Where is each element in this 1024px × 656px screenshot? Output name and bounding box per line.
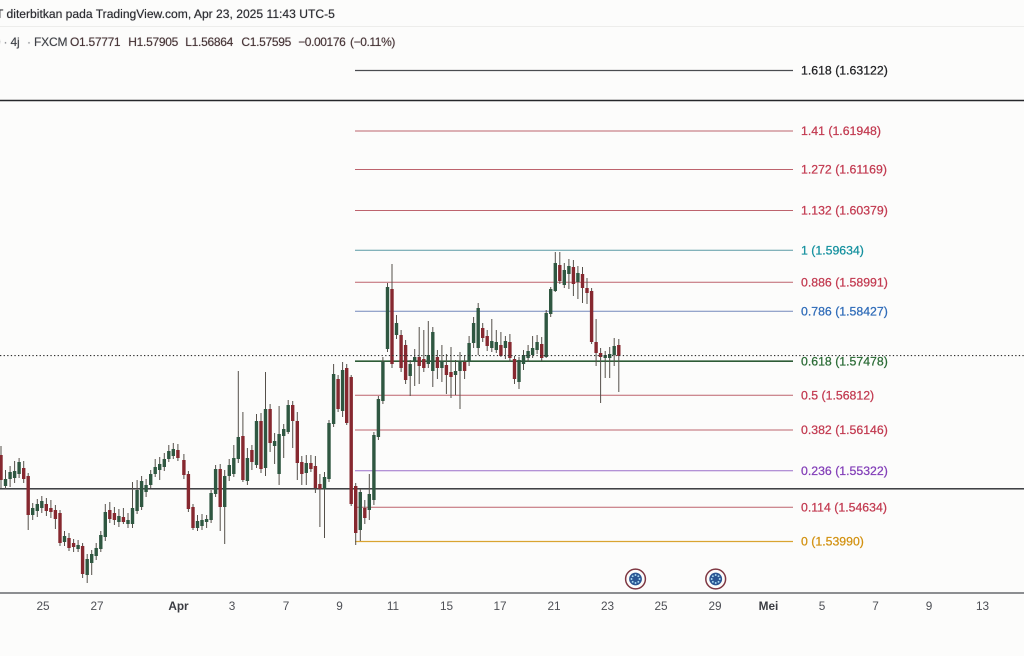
svg-text:7: 7 bbox=[872, 599, 879, 613]
svg-text:3: 3 bbox=[229, 599, 236, 613]
svg-text:1.272 (1.61169): 1.272 (1.61169) bbox=[801, 163, 887, 177]
svg-text:Apr: Apr bbox=[168, 599, 189, 613]
svg-text:25: 25 bbox=[654, 599, 668, 613]
svg-text:1 (1.59634): 1 (1.59634) bbox=[801, 244, 864, 258]
svg-text:9: 9 bbox=[926, 599, 933, 613]
svg-text:1.132 (1.60379): 1.132 (1.60379) bbox=[801, 204, 888, 218]
svg-text:11: 11 bbox=[387, 599, 399, 613]
svg-text:0.114 (1.54634): 0.114 (1.54634) bbox=[801, 501, 887, 515]
svg-text:9: 9 bbox=[336, 599, 343, 613]
svg-text:13: 13 bbox=[976, 599, 990, 613]
svg-text:21: 21 bbox=[547, 599, 560, 613]
svg-text:27: 27 bbox=[90, 599, 103, 613]
svg-text:0 (1.53990): 0 (1.53990) bbox=[801, 535, 864, 549]
svg-text:0.382 (1.56146): 0.382 (1.56146) bbox=[801, 423, 888, 437]
svg-text:0.786 (1.58427): 0.786 (1.58427) bbox=[801, 304, 888, 318]
svg-text:17: 17 bbox=[493, 599, 506, 613]
svg-text:29: 29 bbox=[708, 599, 721, 613]
svg-text:1.618 (1.63122): 1.618 (1.63122) bbox=[801, 64, 888, 78]
svg-text:0.236 (1.55322): 0.236 (1.55322) bbox=[801, 464, 888, 478]
svg-text:23: 23 bbox=[601, 599, 615, 613]
svg-text:5: 5 bbox=[819, 599, 826, 613]
svg-text:1.41 (1.61948): 1.41 (1.61948) bbox=[801, 124, 881, 138]
svg-text:25: 25 bbox=[36, 599, 50, 613]
svg-text:0.5 (1.56812): 0.5 (1.56812) bbox=[801, 389, 874, 403]
svg-text:7: 7 bbox=[283, 599, 290, 613]
svg-text:Mei: Mei bbox=[759, 599, 779, 613]
svg-text:15: 15 bbox=[440, 599, 454, 613]
svg-text:0.886 (1.58991): 0.886 (1.58991) bbox=[801, 276, 888, 290]
svg-text:0.618 (1.57478): 0.618 (1.57478) bbox=[801, 354, 888, 368]
